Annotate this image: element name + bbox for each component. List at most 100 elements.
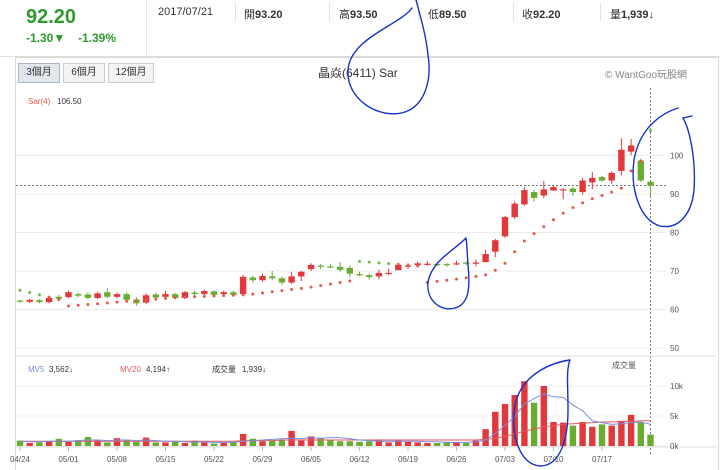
x-tick-label: 07/17 — [592, 455, 613, 464]
mv5-line — [19, 393, 651, 443]
candle-body — [230, 292, 237, 295]
candle-body — [269, 276, 276, 279]
volume-bar — [404, 441, 412, 446]
candle-body — [463, 262, 470, 264]
candle-body — [395, 264, 402, 271]
candle-body — [501, 217, 509, 237]
volume-bar — [521, 381, 528, 446]
candle-body — [579, 180, 586, 193]
sar-dot — [241, 293, 245, 297]
site-credit[interactable]: © WantGoo玩股網 — [605, 70, 688, 81]
candle-body — [75, 294, 82, 296]
volume-bar — [443, 441, 450, 446]
sar-dot — [144, 298, 148, 302]
candle-body — [104, 292, 111, 297]
sar-dot — [406, 263, 410, 267]
volume-bar — [414, 442, 421, 446]
sar-dot — [28, 291, 32, 295]
volume-bar — [579, 422, 586, 446]
volume-bar — [637, 422, 644, 446]
candle-body — [327, 266, 334, 268]
x-tick-label: 06/26 — [446, 455, 467, 464]
volume-bar — [492, 411, 499, 446]
annotation-circle-title — [347, 0, 430, 115]
volume-bar — [375, 439, 383, 446]
volume-bar — [472, 440, 480, 446]
sar-dot — [649, 128, 652, 132]
sar-legend-label: Sar(4) — [28, 97, 51, 106]
volume-bar — [356, 441, 363, 446]
volume-bar — [278, 440, 286, 446]
candle-body — [249, 277, 256, 281]
volume-bar — [181, 443, 189, 446]
volume-legend-label: 成交量 — [212, 364, 236, 374]
candle-body — [45, 297, 53, 303]
price-tick-label: 60 — [670, 306, 679, 315]
volume-bar — [133, 441, 140, 446]
volume-bar — [45, 441, 53, 446]
candle-body — [627, 145, 635, 152]
sar-dot — [513, 250, 517, 254]
tab-3-months[interactable]: 3個月 — [18, 63, 60, 83]
candle-body — [637, 160, 644, 181]
price-tick-label: 90 — [670, 190, 679, 199]
candle-body — [298, 271, 305, 277]
sar-dot — [542, 225, 546, 229]
candle-body — [162, 294, 169, 297]
candle-body — [288, 276, 295, 283]
volume-bar — [220, 443, 227, 446]
sar-dot — [348, 279, 352, 283]
candle-body — [414, 263, 421, 266]
sar-dot — [154, 297, 158, 301]
candle-body — [259, 276, 266, 281]
last-price: 92.20 — [26, 6, 77, 28]
sar-dot — [105, 301, 109, 305]
sar-dot — [474, 274, 478, 278]
candle-body — [278, 278, 286, 283]
volume-bar — [16, 440, 24, 446]
candle-body — [530, 192, 538, 198]
volume-bar — [298, 440, 305, 446]
candle-body — [598, 177, 606, 181]
tab-12-months[interactable]: 12個月 — [108, 63, 154, 83]
volume-bar — [162, 442, 169, 446]
annotation-circle-volume — [513, 359, 571, 467]
price-change-percent: -1.39% — [78, 31, 117, 45]
volume-bar — [530, 402, 538, 446]
volume-bar — [346, 441, 353, 446]
price-tick-label: 80 — [670, 229, 679, 238]
quote-bar: 92.20 -1.30▼ -1.39% 2017/07/21 開93.20 高9… — [0, 0, 720, 57]
low-quote: 低89.50 — [428, 9, 467, 21]
volume-tick-label: 0k — [670, 442, 679, 451]
sar-dot — [367, 260, 371, 264]
volume-bar — [395, 440, 402, 446]
candle-body — [113, 294, 121, 297]
volume-bar — [385, 442, 392, 446]
price-box: 92.20 -1.30▼ -1.39% — [0, 0, 147, 56]
tab-6-months[interactable]: 6個月 — [63, 63, 105, 83]
candle-body — [36, 300, 43, 303]
sar-dot — [464, 276, 468, 280]
sar-dot — [212, 294, 216, 298]
price-tick-label: 50 — [670, 344, 679, 353]
volume-bar — [75, 440, 82, 446]
volume-bar — [172, 441, 179, 446]
volume-bar — [249, 438, 256, 446]
candle-body — [84, 294, 92, 298]
volume-panel-title: 成交量 — [612, 360, 636, 370]
volume-bar — [142, 437, 150, 446]
sar-dot — [231, 293, 235, 297]
candle-body — [453, 263, 460, 265]
sar-dot — [96, 302, 100, 306]
volume-bar — [104, 442, 111, 446]
volume-bar — [511, 395, 518, 446]
volume-bar — [210, 443, 218, 446]
candle-body — [317, 265, 324, 267]
candle-body — [65, 292, 72, 298]
x-tick-label: 04/24 — [10, 455, 31, 464]
sar-dot — [416, 264, 420, 268]
candle-body — [307, 264, 315, 270]
sar-dot — [37, 293, 41, 297]
sar-dot — [125, 299, 129, 303]
candle-body — [569, 188, 577, 193]
